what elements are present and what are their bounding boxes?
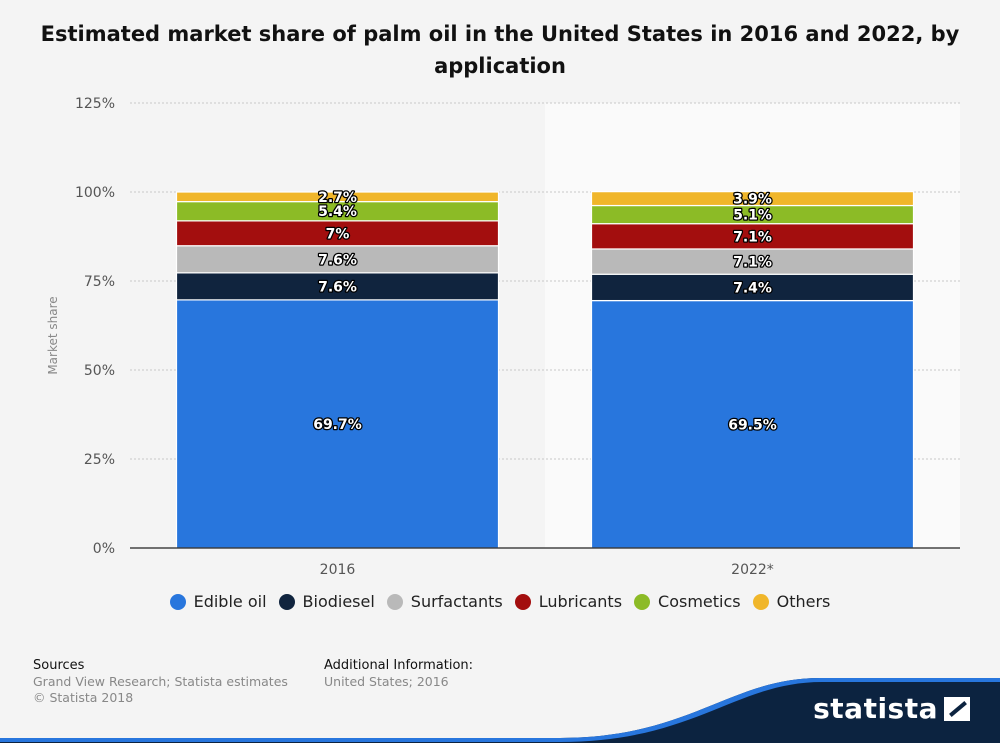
statista-logo[interactable]: statista (813, 692, 970, 725)
y-tick-label: 0% (93, 541, 115, 557)
bar-segment[interactable] (590, 273, 915, 302)
data-label: 2.7% (318, 190, 357, 206)
chart-area: 0% 25% 50% 75% 100% 125% Market share 69.7% 7.6%… (46, 96, 960, 578)
legend-label: Cosmetics (658, 592, 741, 611)
bar-segment[interactable] (590, 223, 915, 250)
legend-item[interactable]: Surfactants (386, 592, 503, 611)
legend-swatch (386, 593, 403, 610)
data-label: 7.6% (318, 252, 357, 268)
y-axis-label: Market share (46, 296, 60, 374)
y-tick-label: 50% (84, 363, 115, 379)
additional-info-text: United States; 2016 (324, 674, 449, 689)
legend-item[interactable]: Lubricants (514, 592, 623, 611)
data-label: 7% (326, 226, 350, 242)
brand-wave (0, 678, 1000, 743)
legend-swatch (169, 593, 186, 610)
data-label: 5.4% (318, 204, 357, 220)
statista-logo-icon (944, 696, 970, 721)
legend-swatch (752, 593, 769, 610)
legend-label: Surfactants (410, 592, 503, 611)
bar-segment[interactable] (175, 299, 500, 549)
data-label: 7.4% (733, 280, 772, 296)
statista-wordmark: statista (813, 692, 938, 725)
legend-swatch (514, 593, 531, 610)
legend-label: Others (776, 592, 831, 611)
bar-segment[interactable] (590, 299, 915, 549)
legend-label: Lubricants (538, 592, 623, 611)
y-tick-label: 125% (75, 96, 115, 112)
data-label: 7.1% (733, 255, 772, 271)
legend-swatch (278, 593, 295, 610)
data-label: 69.7% (313, 417, 362, 433)
legend-item[interactable]: Cosmetics (634, 592, 741, 611)
x-tick-label: 2022* (731, 562, 774, 578)
bar-segment[interactable] (175, 220, 500, 247)
chart-title: Estimated market share of palm oil in th… (40, 22, 960, 78)
legend-item[interactable]: Biodiesel (278, 592, 375, 611)
data-label: 7.1% (733, 229, 772, 245)
legend-item[interactable]: Others (752, 592, 831, 611)
y-tick-label: 25% (84, 452, 115, 468)
legend-label: Edible oil (193, 592, 267, 611)
bar-segment[interactable] (590, 248, 915, 275)
legend-label: Biodiesel (302, 592, 375, 611)
data-label: 7.6% (318, 279, 357, 295)
data-label: 69.5% (728, 417, 777, 433)
data-label: 5.1% (733, 208, 772, 224)
legend: Edible oil Biodiesel Surfactants Lubricants… (0, 592, 1000, 611)
data-label: 3.9% (733, 192, 772, 208)
sources-heading: Sources (33, 658, 85, 673)
x-tick-label: 2016 (320, 562, 356, 578)
copyright-text: © Statista 2018 (33, 690, 134, 705)
additional-info-heading: Additional Information: (324, 658, 474, 673)
additional-info-block: Additional Information: United States; 2… (324, 658, 473, 690)
legend-swatch (634, 593, 651, 610)
bar-segment[interactable] (175, 191, 500, 203)
legend-item[interactable]: Edible oil (169, 592, 267, 611)
bar-segment[interactable] (590, 191, 915, 207)
sources-block: Sources Grand View Research; Statista es… (33, 658, 288, 706)
bar-segment[interactable] (175, 272, 500, 301)
y-tick-label: 75% (84, 274, 115, 290)
sources-text[interactable]: Grand View Research; Statista estimates (33, 674, 288, 689)
y-tick-label: 100% (75, 185, 115, 201)
